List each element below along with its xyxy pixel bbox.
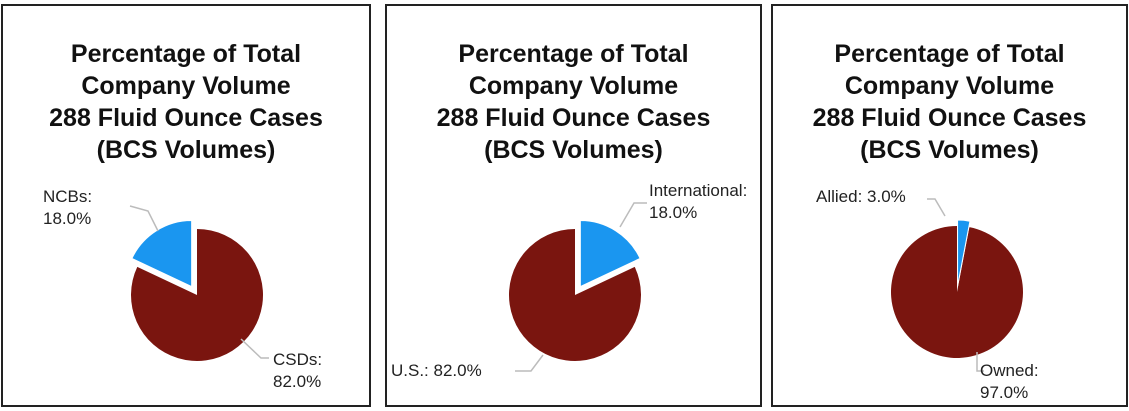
pie-slice-international [579,220,641,288]
chart-title-line: (BCS Volumes) [860,136,1039,164]
leader-line-ncbs [129,205,159,232]
slice-label-name: U.S.: 82.0% [391,361,482,380]
chart-title-line: Company Volume [844,72,1055,100]
slice-label-name: NCBs: [43,187,93,206]
leader-line-csds [240,338,269,359]
slice-label-value: 97.0% [980,383,1029,402]
chart-title-line: Percentage of Total [834,40,1065,68]
slice-label-value: 18.0% [43,209,92,228]
slice-label-international: International: 18.0% [649,180,747,224]
pie-slice-csds [130,229,263,362]
chart-title: Percentage of Total Company Volume 288 F… [387,38,760,166]
pie-chart-svg [890,198,1023,372]
leader-line-international [619,202,647,228]
pie-slice-ncbs [131,220,193,288]
chart-title-line: Company Volume [81,72,291,100]
chart-title-line: Percentage of Total [70,40,302,68]
chart-title: Percentage of Total Company Volume 288 F… [3,38,369,166]
chart-title: Percentage of Total Company Volume 288 F… [773,38,1126,166]
leader-line-allied [927,198,946,217]
slice-label-value: 82.0% [273,372,322,391]
slice-label-name: Allied: 3.0% [816,187,906,206]
pie-slice-owned [890,226,1023,359]
slice-label-allied: Allied: 3.0% [816,186,906,208]
chart-panel-ncbs: Percentage of Total Company Volume 288 F… [1,4,371,407]
chart-title-line: Percentage of Total [458,40,689,68]
slice-label-ncbs: NCBs: 18.0% [43,186,92,230]
slice-label-us: U.S.: 82.0% [391,360,482,382]
slice-label-name: CSDs: [273,350,323,369]
slice-label-owned: Owned: 97.0% [980,360,1039,404]
leader-line-us [515,354,544,372]
slice-label-csds: CSDs: 82.0% [273,349,322,393]
slice-label-value: 18.0% [649,203,698,222]
leader-line-owned [976,352,984,372]
chart-title-line: (BCS Volumes) [96,136,276,164]
chart-panel-international: Percentage of Total Company Volume 288 F… [385,4,762,407]
slice-label-name: Owned: [980,361,1039,380]
chart-title-line: 288 Fluid Ounce Cases [436,104,711,132]
chart-panel-allied: Percentage of Total Company Volume 288 F… [771,4,1128,407]
chart-title-line: Company Volume [468,72,679,100]
chart-title-line: 288 Fluid Ounce Cases [812,104,1087,132]
pie-chart-svg [129,205,269,362]
pie-chart-svg [509,202,647,372]
slice-label-name: International: [649,181,748,200]
chart-title-line: 288 Fluid Ounce Cases [49,104,323,132]
chart-title-line: (BCS Volumes) [484,136,663,164]
pie-slice-us [509,229,642,361]
pie-slice-allied [957,219,971,287]
